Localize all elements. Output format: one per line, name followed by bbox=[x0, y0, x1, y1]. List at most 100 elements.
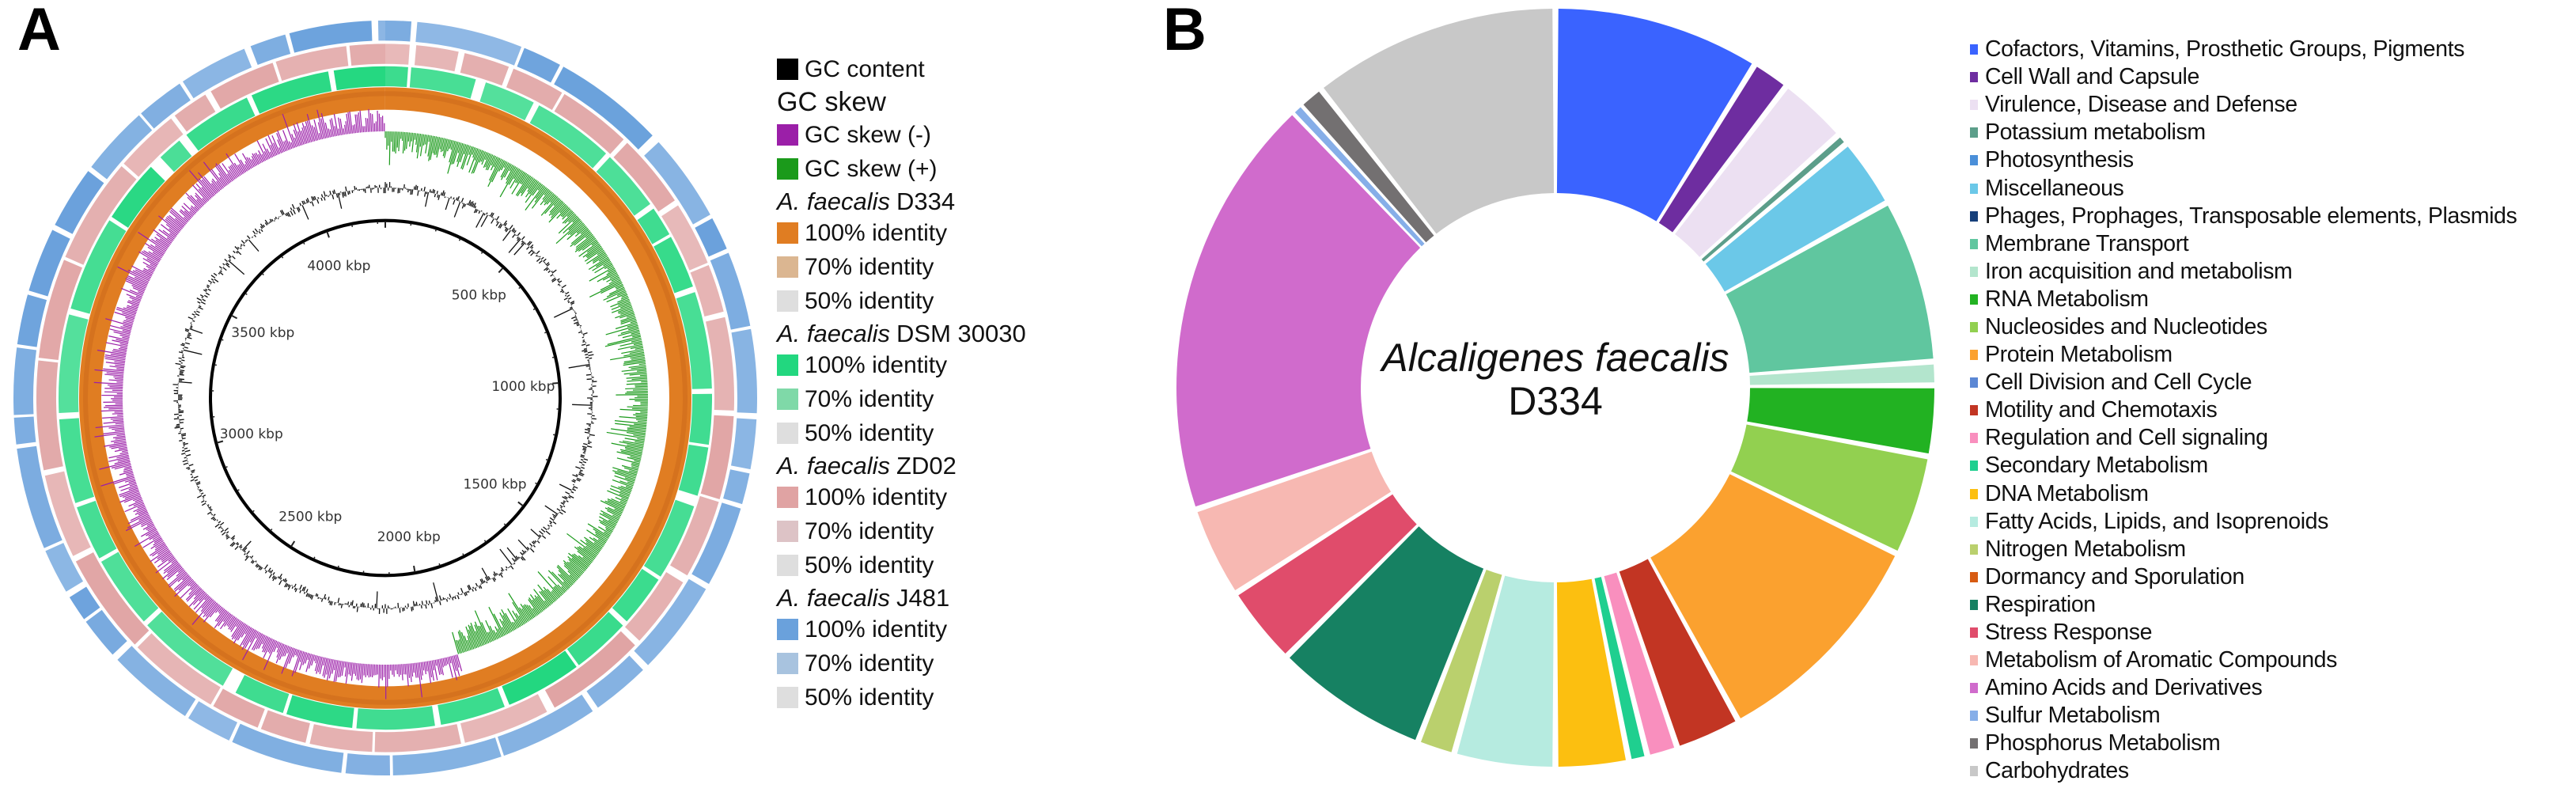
identity-arc bbox=[137, 633, 221, 705]
genome-tick-labels: 500 kbp 1000 kbp 1500 kbp 2000 kbp 2500 kbp 3… bbox=[220, 259, 555, 546]
gc-skew-track bbox=[93, 108, 649, 699]
donut-slice-fatty-acids-lipids-and-isoprenoids bbox=[1457, 575, 1555, 767]
legend-label: Amino Acids and Derivatives bbox=[1985, 675, 2263, 701]
legend-label: 50% identity bbox=[805, 552, 934, 578]
legend-label: Dormancy and Sporulation bbox=[1985, 563, 2245, 589]
identity-arc bbox=[44, 471, 91, 556]
identity-swatch bbox=[777, 256, 798, 278]
legend-label: Phosphorus Metabolism bbox=[1985, 730, 2221, 756]
donut-legend: Cofactors, Vitamins, Prosthetic Groups, … bbox=[1970, 36, 2517, 786]
legend-label: GC skew (+) bbox=[805, 155, 938, 182]
legend-identity-item: 70% identity bbox=[777, 514, 1026, 548]
identity-arc bbox=[460, 53, 510, 86]
identity-arc bbox=[385, 44, 410, 65]
identity-swatch bbox=[777, 290, 798, 312]
identity-arc bbox=[502, 650, 577, 705]
legend-label: Cofactors, Vitamins, Prosthetic Groups, … bbox=[1985, 36, 2464, 63]
legend-label: Stress Response bbox=[1985, 620, 2153, 646]
panel-b-label: B bbox=[1163, 0, 1207, 63]
donut-slice-rna-metabolism bbox=[1747, 388, 1934, 454]
identity-arc bbox=[377, 20, 385, 41]
legend-swatch bbox=[1970, 738, 1978, 749]
legend-identity-item: 50% identity bbox=[777, 416, 1026, 450]
legend-label: 50% identity bbox=[805, 684, 934, 711]
legend-item: Phosphorus Metabolism bbox=[1970, 730, 2517, 757]
ring-zd02 bbox=[36, 44, 734, 752]
identity-arc bbox=[141, 83, 191, 129]
identity-arc bbox=[65, 165, 137, 265]
identity-arc bbox=[634, 578, 707, 665]
legend-identity-item: 50% identity bbox=[777, 548, 1026, 582]
identity-arc bbox=[554, 66, 653, 150]
donut-slice-regulation-and-cell-signaling bbox=[1604, 572, 1675, 755]
legend-swatch bbox=[1970, 544, 1978, 555]
legend-label: Secondary Metabolism bbox=[1985, 453, 2208, 479]
identity-arc bbox=[415, 21, 522, 66]
legend-swatch bbox=[1970, 72, 1978, 83]
legend-label: Protein Metabolism bbox=[1985, 342, 2173, 368]
identity-arc bbox=[661, 205, 708, 271]
identity-arc bbox=[566, 612, 623, 665]
identity-arc bbox=[85, 609, 127, 655]
genome-tick-label: 3500 kbp bbox=[231, 325, 294, 341]
legend-swatch bbox=[1970, 405, 1978, 416]
genome-tick-label: 3000 kbp bbox=[220, 426, 283, 442]
legend-gc-content: GC content bbox=[777, 52, 1026, 86]
legend-swatch bbox=[1970, 711, 1978, 722]
legend-label: Virulence, Disease and Defense bbox=[1985, 92, 2298, 118]
identity-arc bbox=[690, 264, 724, 317]
tick-mark bbox=[270, 529, 273, 532]
identity-arc bbox=[506, 68, 563, 110]
identity-arc bbox=[174, 94, 216, 132]
identity-arc bbox=[731, 328, 757, 414]
legend-identity-item: 100% identity bbox=[777, 348, 1026, 382]
legend-label: 50% identity bbox=[805, 287, 934, 314]
legend-label: Photosynthesis bbox=[1985, 147, 2134, 173]
identity-swatch bbox=[777, 653, 798, 674]
donut-slice-phosphorus-metabolism bbox=[1303, 91, 1434, 243]
tick-mark bbox=[225, 466, 228, 468]
center-species: Alcaligenes faecalis bbox=[1381, 335, 1729, 380]
donut-slice-stress-response bbox=[1238, 494, 1417, 654]
tick-mark bbox=[532, 308, 536, 311]
legend-identity-item: 100% identity bbox=[777, 612, 1026, 646]
identity-arc bbox=[38, 260, 82, 361]
identity-swatch bbox=[777, 619, 798, 640]
identity-arc bbox=[78, 87, 691, 709]
donut-slice-cofactors-vitamins-prosthetic-groups-pigments bbox=[1556, 9, 1752, 222]
genome-tick-marks bbox=[211, 221, 559, 575]
identity-arc bbox=[643, 499, 695, 577]
identity-arc bbox=[414, 45, 459, 72]
legend-item: Nitrogen Metabolism bbox=[1970, 536, 2517, 563]
genome-tick-label: 2000 kbp bbox=[377, 529, 441, 545]
tick-mark bbox=[517, 501, 524, 507]
strain-genus: A. faecalis bbox=[777, 320, 891, 347]
tick-mark bbox=[221, 339, 224, 341]
legend-label: GC skew (-) bbox=[805, 121, 931, 148]
legend-item: Dormancy and Sporulation bbox=[1970, 563, 2517, 591]
gc-content-swatch bbox=[777, 59, 798, 80]
legend-gc-skew-negative: GC skew (-) bbox=[777, 118, 1026, 152]
identity-swatch bbox=[777, 222, 798, 244]
legend-identity-item: 50% identity bbox=[777, 284, 1026, 318]
identity-arc bbox=[147, 611, 233, 686]
tick-mark bbox=[231, 314, 238, 320]
legend-label: DNA Metabolism bbox=[1985, 480, 2149, 506]
legend-strain-heading: A. faecalis ZD02 bbox=[777, 450, 1026, 480]
tick-mark bbox=[214, 364, 218, 366]
tick-mark bbox=[351, 224, 354, 227]
identity-arc bbox=[69, 586, 100, 620]
strain-genus: A. faecalis bbox=[777, 584, 891, 612]
legend-label: 100% identity bbox=[805, 616, 948, 642]
identity-swatch bbox=[777, 687, 798, 708]
legend-item: Motility and Chemotaxis bbox=[1970, 396, 2517, 424]
identity-arc bbox=[356, 706, 435, 730]
legend-item: Cell Wall and Capsule bbox=[1970, 63, 2517, 91]
tick-mark bbox=[480, 251, 483, 254]
subsystem-donut-chart bbox=[1176, 9, 1934, 767]
legend-item: Phages, Prophages, Transposable elements… bbox=[1970, 203, 2517, 230]
legend-item: Nucleosides and Nucleotides bbox=[1970, 313, 2517, 341]
identity-arc bbox=[409, 67, 476, 99]
identity-arc bbox=[260, 710, 310, 743]
legend-swatch bbox=[1970, 488, 1978, 499]
